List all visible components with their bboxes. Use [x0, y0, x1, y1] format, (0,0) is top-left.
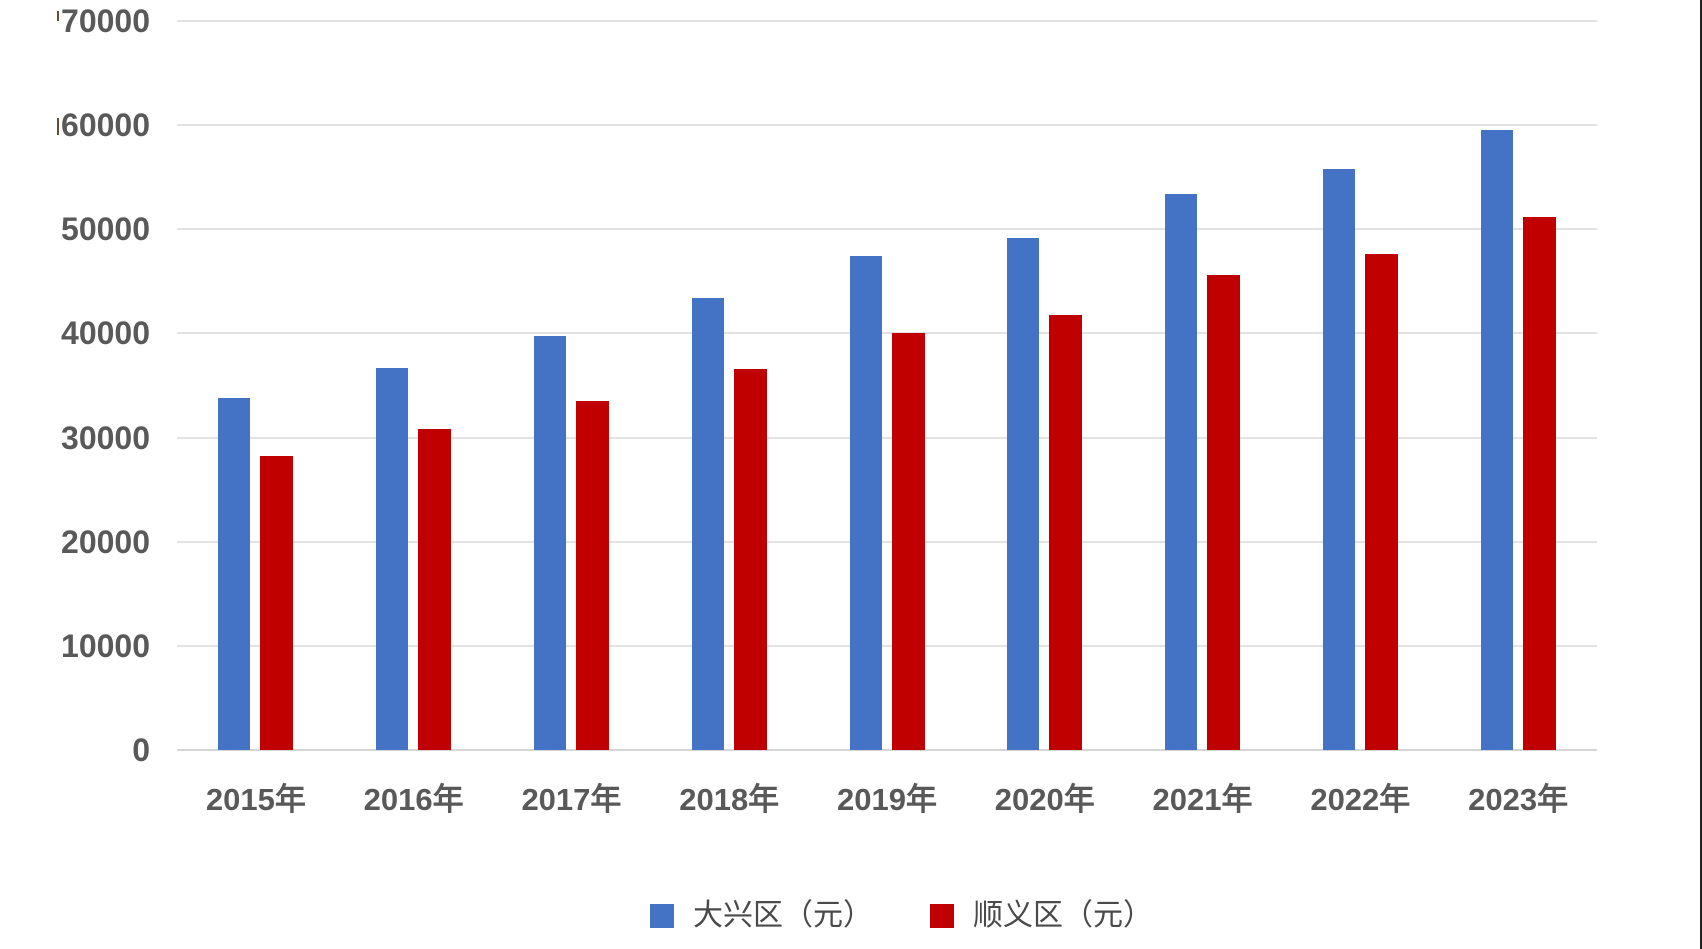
legend-swatch-icon [650, 904, 674, 928]
gridline-y-60000 [177, 124, 1597, 127]
bar-顺义区（元）-2022年 [1364, 254, 1398, 750]
bar-顺义区（元）-2019年 [891, 333, 925, 750]
bar-大兴区（元）-2017年 [533, 335, 566, 750]
y-axis-tick-label: 20000 [61, 523, 150, 560]
bar-顺义区（元）-2020年 [1049, 314, 1083, 750]
plot-area [177, 20, 1597, 751]
y-axis-tick-label: 60000 [61, 107, 150, 144]
legend: 大兴区（元） 顺义区（元） [650, 899, 1153, 933]
x-axis-label-2016年: 2016年 [363, 782, 464, 817]
bar-大兴区（元）-2021年 [1165, 193, 1198, 750]
x-axis-label-2018年: 2018年 [679, 782, 780, 817]
bar-顺义区（元）-2023年 [1522, 216, 1556, 750]
bar-顺义区（元）-2018年 [733, 368, 767, 750]
y-axis-tick-label: 50000 [61, 211, 150, 248]
x-axis-label-2023年: 2023年 [1468, 782, 1569, 817]
legend-label: 大兴区（元） [693, 899, 873, 932]
bar-大兴区（元）-2016年 [376, 367, 409, 750]
gridline-y-70000 [177, 20, 1597, 22]
bar-大兴区（元）-2023年 [1480, 130, 1513, 750]
y-axis-tick-label: 40000 [61, 315, 150, 352]
gridline-y-40000 [177, 332, 1597, 335]
gridline-y-30000 [177, 436, 1597, 439]
legend-item: 大兴区（元） [650, 899, 873, 933]
screenshot-artifact [57, 11, 59, 21]
bar-大兴区（元）-2018年 [691, 298, 724, 750]
y-axis-tick-label: 30000 [61, 419, 150, 456]
legend-item: 顺义区（元） [930, 899, 1153, 933]
x-axis-label-2021年: 2021年 [1152, 782, 1253, 817]
x-axis-label-2015年: 2015年 [205, 782, 306, 817]
bar-大兴区（元）-2020年 [1007, 237, 1040, 750]
gridline-y-0 [177, 749, 1597, 751]
gridline-y-20000 [177, 540, 1597, 543]
bar-大兴区（元）-2019年 [849, 256, 882, 750]
gridline-y-10000 [177, 644, 1597, 647]
x-axis-label-2017年: 2017年 [521, 782, 622, 817]
x-axis-label-2019年: 2019年 [837, 782, 937, 817]
bar-顺义区（元）-2021年 [1207, 275, 1241, 750]
bar-顺义区（元）-2017年 [575, 401, 609, 750]
screenshot-artifact [57, 118, 59, 135]
y-axis-tick-label: 70000 [61, 3, 150, 39]
x-axis-label-2022年: 2022年 [1310, 782, 1411, 817]
bar-大兴区（元）-2022年 [1322, 168, 1355, 750]
legend-swatch-icon [930, 904, 954, 928]
bar-顺义区（元）-2015年 [260, 456, 294, 750]
bar-顺义区（元）-2016年 [418, 429, 452, 750]
y-axis-tick-label: 0 [132, 732, 150, 768]
y-axis-tick-label: 10000 [61, 627, 150, 664]
legend-label: 顺义区（元） [973, 899, 1153, 932]
window-right-edge [1700, 0, 1702, 949]
bar-大兴区（元）-2015年 [218, 398, 251, 750]
x-axis-label-2020年: 2020年 [994, 782, 1095, 817]
gridline-y-50000 [177, 228, 1597, 231]
